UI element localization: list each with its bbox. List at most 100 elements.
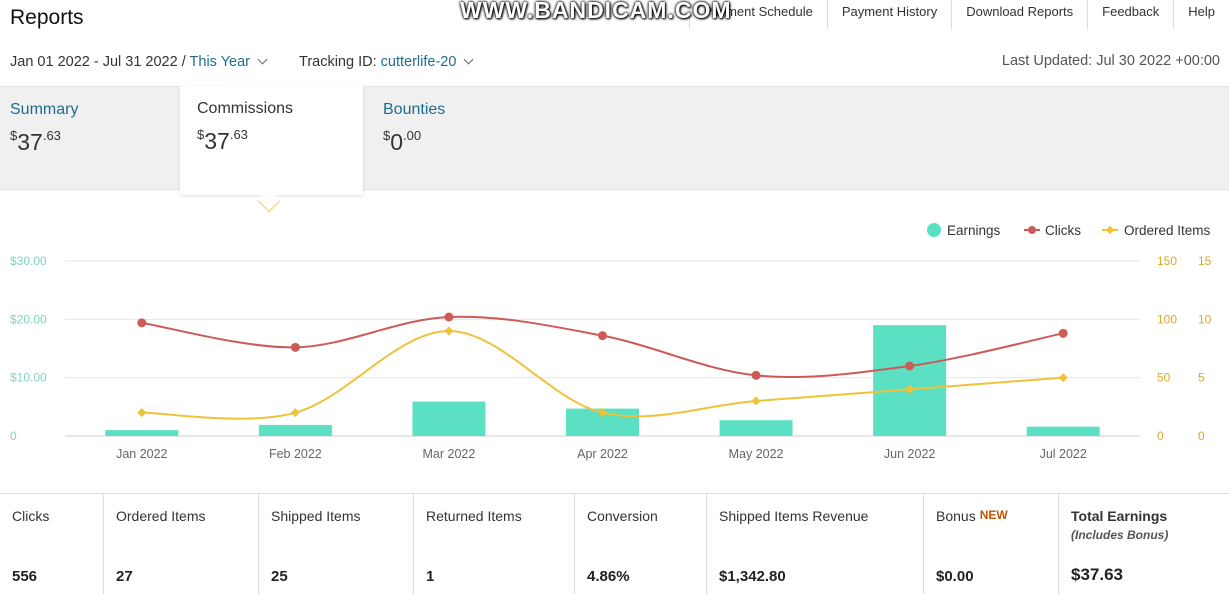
stat-label: Bonus NEW bbox=[936, 508, 1046, 524]
x-tick-label: Jul 2022 bbox=[1040, 447, 1087, 461]
stat-value: 1 bbox=[426, 568, 435, 585]
clicks-point bbox=[444, 312, 454, 322]
date-range-selector[interactable]: Jan 01 2022 - Jul 31 2022 / This Year bbox=[10, 54, 268, 70]
stat-label: Ordered Items bbox=[116, 508, 206, 524]
tab-bounties-label: Bounties bbox=[383, 101, 446, 118]
currency-symbol: $ bbox=[383, 128, 391, 143]
stat-ordered-items: Ordered Items 27 bbox=[104, 494, 259, 594]
x-tick-label: May 2022 bbox=[729, 447, 784, 461]
top-nav: Payment Schedule Payment History Downloa… bbox=[688, 0, 1229, 29]
stat-sublabel: (Includes Bonus) bbox=[1071, 528, 1169, 542]
stat-label: Shipped Items bbox=[271, 508, 361, 524]
amount-whole: 37 bbox=[204, 128, 230, 154]
earnings-chart: 0 0 0 $10.00 50 5 $20.00 100 10 $30.00 150 15 Jan 20… bbox=[10, 223, 1212, 461]
x-tick-label: Apr 2022 bbox=[577, 447, 628, 461]
stat-label: Total Earnings bbox=[1071, 508, 1168, 524]
y-left-tick-label: 0 bbox=[10, 429, 17, 443]
clicks-point bbox=[905, 361, 915, 371]
nav-payment-history[interactable]: Payment History bbox=[826, 0, 952, 29]
nav-payment-schedule[interactable]: Payment Schedule bbox=[688, 0, 827, 29]
y-right-outer-tick-label: 100 bbox=[1157, 312, 1177, 326]
y-right-outer-tick-label: 150 bbox=[1157, 254, 1177, 268]
clicks-point bbox=[751, 370, 761, 380]
chevron-down-icon bbox=[257, 54, 268, 65]
tab-commissions-label: Commissions bbox=[197, 100, 294, 117]
tab-commissions[interactable]: Commissions $37.63 bbox=[180, 86, 363, 195]
date-range-text: Jan 01 2022 - Jul 31 2022 / bbox=[10, 54, 186, 70]
stat-value: 4.86% bbox=[587, 568, 630, 585]
legend-ordered-items-label: Ordered Items bbox=[1124, 223, 1211, 238]
tab-summary-amount: $37.63 bbox=[10, 128, 168, 156]
nav-download-reports[interactable]: Download Reports bbox=[951, 0, 1088, 29]
earnings-bar bbox=[1026, 426, 1100, 436]
stat-value: $1,342.80 bbox=[719, 568, 786, 585]
period-link[interactable]: This Year bbox=[189, 54, 250, 70]
new-badge: NEW bbox=[979, 508, 1008, 522]
page-title: Reports bbox=[10, 6, 84, 29]
ordered-items-point bbox=[444, 326, 454, 336]
stat-conversion: Conversion 4.86% bbox=[575, 494, 707, 594]
legend-ordered-items-icon bbox=[1105, 225, 1115, 235]
amount-cents: .63 bbox=[229, 127, 248, 142]
y-left-tick-label: $20.00 bbox=[10, 312, 47, 326]
tab-bounties-amount: $0.00 bbox=[383, 128, 563, 156]
y-right-inner-tick-label: 10 bbox=[1198, 312, 1212, 326]
y-right-inner-tick-label: 0 bbox=[1198, 429, 1205, 443]
tracking-id-selector[interactable]: Tracking ID: cutterlife-20 bbox=[299, 54, 474, 70]
earnings-bar bbox=[412, 401, 486, 436]
clicks-point bbox=[598, 331, 607, 341]
x-tick-label: Jan 2022 bbox=[116, 447, 167, 461]
stat-value: $0.00 bbox=[936, 568, 974, 585]
ordered-items-point bbox=[751, 396, 761, 406]
stat-label: Returned Items bbox=[426, 508, 522, 524]
filter-bar: Jan 01 2022 - Jul 31 2022 / This Year Tr… bbox=[0, 48, 1229, 78]
x-tick-label: Feb 2022 bbox=[269, 447, 322, 461]
earnings-bar bbox=[719, 420, 793, 436]
stat-label: Clicks bbox=[12, 508, 50, 524]
tab-summary-label: Summary bbox=[10, 101, 79, 118]
stat-label: Shipped Items Revenue bbox=[719, 508, 869, 524]
stat-shipped-items: Shipped Items 25 bbox=[259, 494, 414, 594]
stats-row: Clicks 556 Ordered Items 27 Shipped Item… bbox=[0, 493, 1229, 594]
top-bar: Reports Payment Schedule Payment History… bbox=[0, 0, 1229, 40]
stat-value: 556 bbox=[12, 568, 38, 585]
earnings-bar bbox=[873, 325, 947, 436]
y-right-inner-tick-label: 15 bbox=[1198, 254, 1212, 268]
legend-earnings-icon bbox=[927, 223, 941, 237]
legend-earnings-label: Earnings bbox=[947, 223, 1001, 238]
amount-whole: 0 bbox=[390, 129, 404, 155]
currency-symbol: $ bbox=[197, 127, 205, 142]
report-tabs: Summary $37.63 Commissions $37.63 Bounti… bbox=[0, 86, 1229, 195]
amount-whole: 37 bbox=[17, 129, 43, 155]
recording-watermark: WWW.BANDICAM.COM bbox=[460, 0, 732, 23]
chevron-down-icon bbox=[463, 54, 474, 65]
ordered-items-point bbox=[137, 408, 147, 418]
y-right-inner-tick-label: 5 bbox=[1198, 371, 1205, 385]
tracking-id-value[interactable]: cutterlife-20 bbox=[380, 54, 457, 70]
earnings-bar bbox=[105, 430, 179, 436]
tab-summary[interactable]: Summary $37.63 bbox=[0, 87, 178, 191]
nav-help[interactable]: Help bbox=[1173, 0, 1229, 29]
legend-clicks-label: Clicks bbox=[1045, 223, 1081, 238]
stat-shipped-items-revenue: Shipped Items Revenue $1,342.80 bbox=[707, 494, 924, 594]
stat-label: Conversion bbox=[587, 508, 658, 524]
stat-value: 27 bbox=[116, 568, 133, 585]
amount-cents: .63 bbox=[42, 128, 61, 143]
x-tick-label: Jun 2022 bbox=[884, 447, 935, 461]
nav-feedback[interactable]: Feedback bbox=[1087, 0, 1174, 29]
ordered-items-point bbox=[290, 408, 300, 418]
stat-value: $37.63 bbox=[1071, 565, 1123, 584]
y-left-tick-label: $30.00 bbox=[10, 254, 47, 268]
clicks-point bbox=[1058, 328, 1068, 338]
y-right-outer-tick-label: 0 bbox=[1157, 429, 1164, 443]
amount-cents: .00 bbox=[403, 128, 422, 143]
stat-returned-items: Returned Items 1 bbox=[414, 494, 575, 594]
stat-value: 25 bbox=[271, 568, 288, 585]
stat-clicks: Clicks 556 bbox=[0, 494, 104, 594]
currency-symbol: $ bbox=[10, 128, 18, 143]
bonus-label: Bonus bbox=[936, 508, 976, 524]
legend-clicks-icon bbox=[1028, 226, 1036, 234]
earnings-bar bbox=[258, 424, 332, 436]
stat-bonus: Bonus NEW $0.00 bbox=[924, 494, 1059, 594]
tab-bounties[interactable]: Bounties $0.00 bbox=[373, 87, 573, 191]
